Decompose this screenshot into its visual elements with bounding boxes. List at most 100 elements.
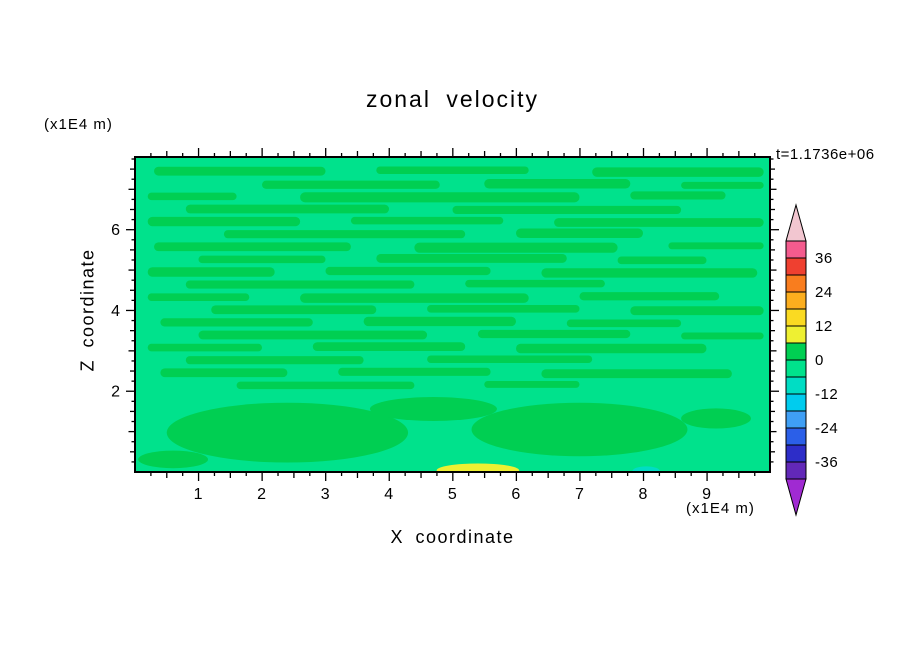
colorbar-label: -12 xyxy=(815,386,838,403)
colorbar-over-arrow xyxy=(785,203,807,242)
contour-streak xyxy=(325,266,491,276)
contour-streak xyxy=(668,242,764,250)
colorbar-box xyxy=(785,240,807,259)
colorbar-box xyxy=(785,427,807,446)
contour-blob xyxy=(681,408,751,429)
contour-streak xyxy=(630,191,726,200)
contour-streak xyxy=(147,343,262,352)
contour-streak xyxy=(452,205,682,215)
contour-streak xyxy=(211,305,377,315)
x-tick-label: 2 xyxy=(257,486,267,503)
contour-streak xyxy=(363,316,516,327)
contour-streak xyxy=(198,255,326,264)
contour-blob xyxy=(471,402,688,457)
y-axis-unit: (x1E4 m) xyxy=(44,116,113,133)
contour-streak xyxy=(147,293,250,301)
contour-streak xyxy=(338,367,491,376)
y-axis-title: Z coordinate xyxy=(77,248,98,372)
contour-streak xyxy=(465,279,605,288)
contour-streak xyxy=(566,319,682,328)
contour-streak xyxy=(350,216,504,225)
colorbar-box xyxy=(785,325,807,344)
chart-title: zonal velocity xyxy=(365,86,540,112)
colorbar-box xyxy=(785,393,807,412)
x-tick-label: 7 xyxy=(575,486,585,503)
x-tick-label: 1 xyxy=(194,486,204,503)
y-tick-label: 4 xyxy=(111,303,121,320)
contour-streak xyxy=(516,228,643,238)
contour-blob xyxy=(436,463,520,472)
contour-streak xyxy=(223,230,466,239)
contour-streak xyxy=(147,267,275,277)
contour-blob xyxy=(632,466,661,472)
contour-streak xyxy=(541,369,732,379)
contour-streak xyxy=(516,343,707,354)
colorbar-label: 24 xyxy=(815,284,833,301)
colorbar-box xyxy=(785,342,807,361)
x-tick-label: 8 xyxy=(639,486,649,503)
colorbar-box xyxy=(785,359,807,378)
contour-streak xyxy=(427,355,593,364)
colorbar: 36 24 12 0 -12 -24 -36 xyxy=(785,203,838,517)
x-tick-label: 3 xyxy=(321,486,331,503)
contour-streak xyxy=(236,381,415,390)
contour-streak xyxy=(160,318,313,327)
contour-streak xyxy=(484,380,580,388)
colorbar-label: 0 xyxy=(815,352,824,369)
contour-streak xyxy=(681,181,764,189)
colorbar-box xyxy=(785,410,807,429)
contour-streak xyxy=(592,167,764,177)
contour-streak xyxy=(147,192,237,201)
x-tick-label: 6 xyxy=(511,486,521,503)
colorbar-under-arrow xyxy=(785,478,807,517)
contour-streak xyxy=(630,306,764,316)
contour-blob xyxy=(369,397,497,421)
contour-streak xyxy=(312,342,466,352)
contour-streak xyxy=(554,218,764,227)
contour-streak xyxy=(154,166,326,176)
contour-streak xyxy=(147,216,301,227)
contour-streak xyxy=(185,356,364,365)
contour-streak xyxy=(617,256,707,265)
contour-streak xyxy=(185,280,415,289)
contour-streak xyxy=(300,293,529,303)
colorbar-label: -36 xyxy=(815,454,838,471)
contour-streak xyxy=(300,192,580,203)
colorbar-label: -24 xyxy=(815,420,838,437)
colorbar-label: 36 xyxy=(815,250,833,267)
contour-streak xyxy=(185,204,389,214)
contour-streak xyxy=(541,268,758,278)
colorbar-box xyxy=(785,308,807,327)
contour-streak xyxy=(414,242,618,253)
contour-streak xyxy=(198,330,428,340)
contour-streak xyxy=(427,305,580,313)
colorbar-box xyxy=(785,274,807,293)
contour-blob xyxy=(166,402,409,463)
time-annotation: t=1.1736e+06 xyxy=(776,146,875,163)
contour-streak xyxy=(376,166,529,175)
contour-streak xyxy=(262,180,440,189)
y-tick-label: 2 xyxy=(111,384,121,401)
contour-streak xyxy=(477,329,631,339)
colorbar-box xyxy=(785,461,807,480)
colorbar-box xyxy=(785,376,807,395)
x-axis-title: X coordinate xyxy=(390,527,515,547)
x-tick-label: 9 xyxy=(702,486,712,503)
contour-field xyxy=(135,157,770,472)
contour-streak xyxy=(154,242,351,252)
y-tick-label: 6 xyxy=(111,222,121,239)
contour-blob xyxy=(138,450,209,469)
x-tick-label: 5 xyxy=(448,486,458,503)
x-tick-label: 4 xyxy=(384,486,394,503)
x-axis-unit: (x1E4 m) xyxy=(686,500,755,517)
colorbar-box xyxy=(785,291,807,310)
colorbar-box xyxy=(785,444,807,463)
contour-streak xyxy=(484,179,631,189)
colorbar-box xyxy=(785,257,807,276)
contour-streak xyxy=(681,332,764,340)
tick-labels: 1 2 3 4 5 6 7 8 9 2 4 6 xyxy=(111,222,712,503)
contour-streak xyxy=(579,292,720,301)
contour-streak xyxy=(160,368,288,378)
